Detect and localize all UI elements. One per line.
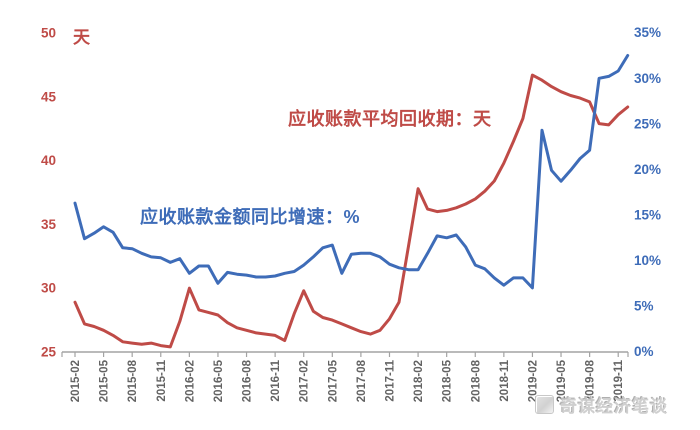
left-axis-tick-label: 40 [41,153,56,168]
watermark: 奇谋经济笔谈 [535,392,668,417]
x-axis-tick-label: 2017-08 [356,359,368,402]
series-label-yoy-growth: 应收账款金额同比增速：% [140,207,361,227]
x-axis-tick-label: 2019-08 [585,359,597,402]
right-axis-tick-label: 25% [634,116,661,131]
x-axis-tick-label: 2019-11 [613,359,625,401]
x-axis-tick-label: 2015-11 [156,359,168,401]
left-axis-tick-label: 45 [41,89,57,104]
right-axis-tick-label: 10% [634,253,661,268]
x-axis-tick-label: 2019-05 [556,359,568,402]
x-axis-tick-label: 2016-08 [242,359,254,402]
x-axis-tick-label: 2018-08 [470,359,482,402]
x-axis-tick-label: 2016-11 [270,359,282,401]
x-axis-tick-label: 2017-05 [327,359,339,402]
left-axis-tick-label: 25 [41,345,57,360]
x-axis-tick-label: 2017-11 [384,359,396,401]
left-axis-unit-label: 天 [73,28,90,47]
x-axis-tick-label: 2015-05 [99,359,111,402]
right-axis-tick-label: 0% [634,344,654,359]
x-axis-tick-label: 2016-02 [184,360,196,402]
x-axis-tick-label: 2015-02 [70,360,82,402]
left-axis-tick-label: 35 [41,217,57,232]
x-axis-tick-label: 2016-05 [213,359,225,402]
left-axis-tick-label: 30 [41,281,56,296]
watermark-text: 奇谋经济笔谈 [560,397,668,416]
x-axis-tick-label: 2015-08 [127,359,139,402]
right-axis-tick-label: 15% [634,207,661,222]
right-axis-tick-label: 5% [634,299,654,314]
series-label-avg-collection-period: 应收账款平均回收期：天 [288,109,492,129]
watermark-logo-icon [535,395,554,414]
right-axis-tick-label: 20% [634,162,661,177]
left-axis-tick-label: 50 [41,26,56,41]
right-axis-tick-label: 30% [634,71,661,86]
series-line-yoy-growth [73,54,630,290]
x-axis-tick-label: 2018-11 [499,359,511,401]
x-axis-tick-label: 2017-02 [299,360,311,402]
series-line-avg-collection-period [73,73,630,349]
x-axis-tick-label: 2018-02 [413,360,425,402]
x-axis-tick-label: 2019-02 [527,360,539,402]
right-axis-tick-label: 35% [634,25,661,40]
x-axis-tick-label: 2018-05 [442,359,454,402]
